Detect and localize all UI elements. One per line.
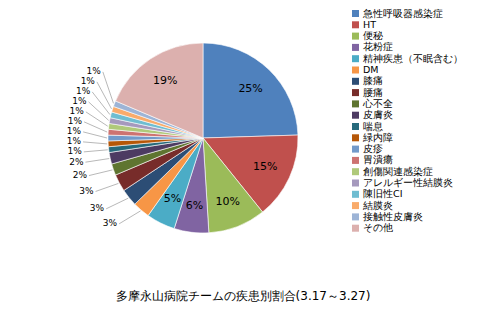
data-label: 3% <box>103 218 118 228</box>
legend-swatch <box>352 21 359 28</box>
data-label: 1% <box>81 76 96 86</box>
legend-label: 皮膚炎 <box>363 109 393 120</box>
data-label: 1% <box>68 146 83 156</box>
legend-label: 腰痛 <box>363 87 383 98</box>
data-label: 6% <box>186 199 203 212</box>
legend-label: 結膜炎 <box>362 200 393 211</box>
legend-label: 急性呼吸器感染症 <box>362 8 443 19</box>
data-label: 25% <box>238 82 262 95</box>
data-label: 1% <box>72 96 87 106</box>
leader-line <box>83 142 107 144</box>
data-label: 1% <box>87 66 102 76</box>
legend-swatch <box>352 10 359 17</box>
leader-line <box>84 150 108 152</box>
leader-line <box>86 112 108 126</box>
legend-label: 接触性皮膚炎 <box>363 211 423 222</box>
data-label: 1% <box>70 106 85 116</box>
data-label: 10% <box>215 195 239 208</box>
leader-line <box>97 82 112 109</box>
data-label: 1% <box>67 136 82 146</box>
legend-swatch <box>352 180 359 187</box>
data-label: 15% <box>253 160 277 173</box>
data-label: 2% <box>69 157 84 167</box>
legend-swatch <box>352 100 359 107</box>
legend-swatch <box>352 157 359 164</box>
legend-label: その他 <box>363 222 393 233</box>
legend-swatch <box>352 168 359 175</box>
legend-label: 喘息 <box>363 121 383 132</box>
leader-line <box>119 211 140 224</box>
legend-swatch <box>352 123 359 130</box>
data-label: 3% <box>79 186 94 196</box>
leader-line <box>85 159 109 163</box>
slice <box>203 138 263 233</box>
slice <box>116 43 203 138</box>
legend-swatch <box>352 112 359 119</box>
legend-label: アレルギー性結膜炎 <box>363 177 453 188</box>
legend-swatch <box>352 33 359 40</box>
legend-swatch <box>352 213 359 220</box>
leader-line <box>106 198 128 209</box>
legend-label: 心不全 <box>362 98 393 109</box>
leader-line <box>103 72 114 103</box>
legend-label: 緑内障 <box>362 132 393 143</box>
data-label: 19% <box>153 74 177 87</box>
legend-swatch <box>352 225 359 232</box>
leader-line <box>92 92 110 115</box>
legend-label: HT <box>363 19 376 30</box>
pie <box>108 43 298 233</box>
legend-swatch <box>352 67 359 74</box>
chart: 25%15%10%6%5%19%3%3%3%2%2%1%1%1%1%1%1%1%… <box>0 0 504 320</box>
legend-swatch <box>352 89 359 96</box>
title: 多摩永山病院チームの疾患別割合(3.17～3.27) <box>116 289 371 303</box>
legend-swatch <box>352 134 359 141</box>
legend-label: 陳旧性CI <box>363 188 402 199</box>
leader-line <box>89 102 109 120</box>
data-label: 1% <box>67 126 82 136</box>
data-label: 3% <box>90 203 105 213</box>
legend-swatch <box>352 55 359 62</box>
legend-label: 胃潰瘍 <box>363 154 393 165</box>
data-label: 1% <box>68 116 83 126</box>
legend-label: 精神疾患（不眠含む） <box>363 53 463 64</box>
slice <box>203 43 298 138</box>
data-label: 1% <box>76 86 91 96</box>
leader-line <box>83 132 107 138</box>
legend: 急性呼吸器感染症HT便秘花粉症精神疾患（不眠含む）DM膝痛腰痛心不全皮膚炎喘息緑… <box>352 8 463 234</box>
legend-label: 皮疹 <box>363 143 383 154</box>
leader-line <box>89 170 112 176</box>
legend-swatch <box>352 44 359 51</box>
legend-label: 膝痛 <box>363 75 383 86</box>
legend-label: 創傷関連感染症 <box>363 166 433 177</box>
data-label: 2% <box>73 170 88 180</box>
legend-swatch <box>352 191 359 198</box>
legend-label: DM <box>363 64 379 75</box>
leader-line <box>96 183 119 191</box>
legend-label: 花粉症 <box>363 41 393 52</box>
legend-label: 便秘 <box>363 30 383 41</box>
legend-swatch <box>352 78 359 85</box>
legend-swatch <box>352 146 359 153</box>
data-labels: 25%15%10%6%5%19%3%3%3%2%2%1%1%1%1%1%1%1%… <box>67 66 278 228</box>
legend-swatch <box>352 202 359 209</box>
data-label: 5% <box>164 192 181 205</box>
